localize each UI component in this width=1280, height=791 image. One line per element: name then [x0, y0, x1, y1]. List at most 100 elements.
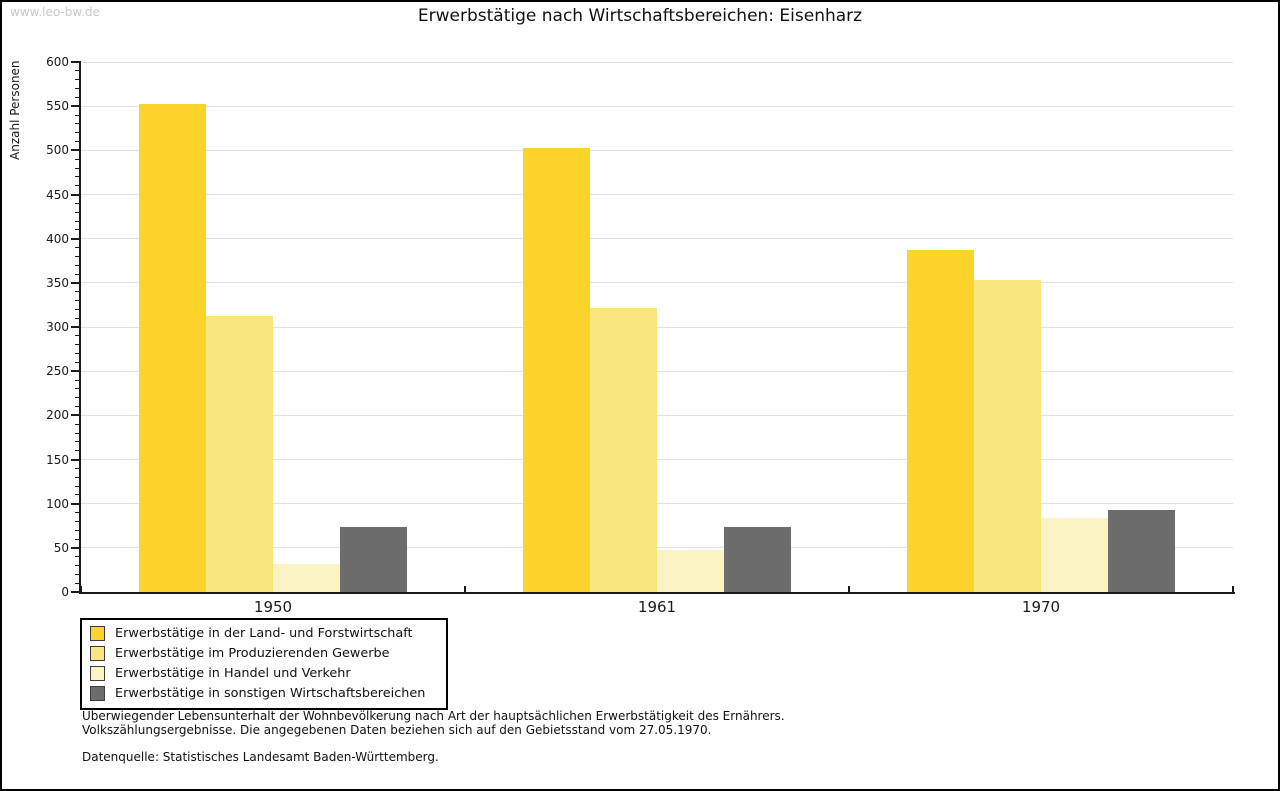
y-tick-label: 350: [46, 275, 69, 290]
bar-1961-series-2: [590, 307, 657, 592]
y-minor-tick: [75, 211, 79, 213]
y-major-tick: [71, 237, 79, 240]
gridline: [81, 194, 1233, 195]
y-tick-label: 450: [46, 187, 69, 202]
bar-1970-series-1: [907, 250, 974, 592]
gridline: [81, 414, 1233, 416]
gridline: [81, 105, 1233, 107]
y-minor-tick: [75, 158, 79, 160]
bar-1950-series-4: [340, 526, 407, 592]
y-major-tick: [71, 591, 79, 593]
bar-1950-series-2: [206, 316, 273, 592]
y-major-tick: [71, 105, 79, 108]
y-major-tick: [71, 370, 79, 373]
bar-1970-series-3: [1041, 517, 1108, 592]
footnote-text: Überwiegender Lebensunterhalt der Wohnbe…: [82, 709, 785, 737]
y-tick-label: 600: [46, 55, 69, 69]
chart-title: Erwerbstätige nach Wirtschaftsbereichen:…: [417, 6, 863, 26]
y-tick-label: 250: [46, 364, 69, 379]
legend-row-4: Erwerbstätige in sonstigen Wirtschaftsbe…: [90, 683, 438, 703]
gridline: [81, 326, 1233, 328]
bar-1961-series-1: [523, 147, 590, 592]
y-minor-tick: [75, 185, 79, 187]
bar-1950-series-3: [273, 563, 340, 592]
y-minor-tick: [75, 229, 79, 231]
y-minor-tick: [75, 406, 79, 407]
x-category-label-1970: 1970: [1021, 598, 1061, 616]
footnote-line-1: Überwiegender Lebensunterhalt der Wohnbe…: [82, 709, 785, 723]
y-minor-tick: [75, 176, 79, 178]
y-axis-line: [79, 61, 81, 594]
y-minor-tick: [75, 476, 79, 478]
x-boundary-tick: [464, 586, 466, 592]
y-minor-tick: [75, 379, 79, 381]
y-minor-tick: [75, 423, 79, 425]
y-major-tick: [71, 502, 79, 505]
y-major-tick: [71, 414, 79, 417]
y-major-tick: [71, 458, 79, 461]
y-minor-tick: [75, 520, 79, 522]
x-boundary-tick: [848, 586, 850, 592]
legend-label: Erwerbstätige in der Land- und Forstwirt…: [115, 625, 413, 641]
legend-label: Erwerbstätige in sonstigen Wirtschaftsbe…: [115, 685, 426, 701]
y-minor-tick: [75, 79, 79, 81]
legend-swatch-icon: [90, 665, 105, 681]
x-category-label-1961: 1961: [637, 598, 677, 616]
y-minor-tick: [75, 582, 79, 584]
y-minor-tick: [75, 388, 79, 390]
y-minor-tick: [75, 538, 79, 540]
y-minor-tick: [75, 167, 79, 169]
y-minor-tick: [75, 96, 79, 98]
y-minor-tick: [75, 361, 79, 363]
y-minor-tick: [75, 467, 79, 469]
legend-row-1: Erwerbstätige in der Land- und Forstwirt…: [90, 623, 438, 643]
legend-swatch-icon: [90, 685, 105, 701]
watermark: www.leo-bw.de: [10, 5, 100, 19]
y-minor-tick: [75, 556, 79, 558]
y-minor-tick: [75, 397, 79, 399]
y-minor-tick: [75, 132, 79, 134]
y-minor-tick: [75, 88, 79, 89]
gridline: [81, 370, 1233, 372]
y-minor-tick: [75, 273, 79, 275]
y-major-tick: [71, 281, 79, 284]
y-tick-label: 300: [46, 320, 69, 334]
y-minor-tick: [75, 264, 79, 266]
y-minor-tick: [75, 123, 79, 125]
legend-swatch-icon: [90, 645, 105, 661]
y-tick-label: 150: [46, 452, 69, 467]
legend-row-2: Erwerbstätige im Produzierenden Gewerbe: [90, 643, 438, 663]
y-minor-tick: [75, 335, 79, 337]
y-major-tick: [71, 193, 79, 196]
y-tick-label: 200: [46, 408, 69, 423]
legend-label: Erwerbstätige im Produzierenden Gewerbe: [115, 645, 390, 661]
y-minor-tick: [75, 247, 79, 248]
legend-row-3: Erwerbstätige in Handel und Verkehr: [90, 663, 438, 683]
y-minor-tick: [75, 300, 79, 301]
y-minor-tick: [75, 70, 79, 72]
y-major-tick: [71, 149, 79, 152]
y-minor-tick: [75, 485, 79, 487]
y-minor-tick: [75, 529, 79, 531]
bar-1950-series-1: [139, 104, 206, 592]
gridline: [81, 238, 1233, 240]
gridline: [81, 503, 1233, 505]
bar-1961-series-4: [724, 526, 791, 592]
gridline: [81, 149, 1233, 151]
x-axis-line: [79, 592, 1235, 594]
y-minor-tick: [75, 512, 79, 513]
legend: Erwerbstätige in der Land- und Forstwirt…: [80, 618, 448, 710]
y-tick-label: 500: [46, 143, 69, 158]
y-major-tick: [71, 61, 79, 63]
y-tick-label: 400: [46, 231, 69, 246]
bar-1961-series-3: [657, 550, 724, 592]
y-minor-tick: [75, 432, 79, 434]
y-minor-tick: [75, 114, 79, 116]
legend-swatch-icon: [90, 625, 105, 641]
y-minor-tick: [75, 344, 79, 346]
y-minor-tick: [75, 353, 79, 354]
footnote-line-2: Volkszählungsergebnisse. Die angegebenen…: [82, 722, 712, 737]
gridline: [81, 547, 1233, 549]
bar-1970-series-2: [974, 280, 1041, 592]
